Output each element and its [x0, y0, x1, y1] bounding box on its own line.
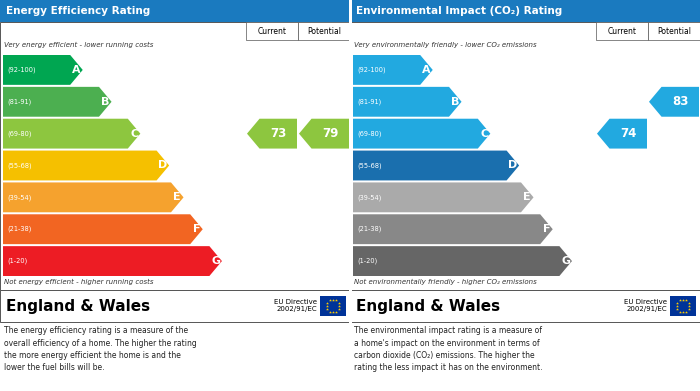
Text: (92-100): (92-100) [7, 67, 36, 73]
Text: G: G [561, 256, 570, 266]
Text: (69-80): (69-80) [7, 130, 31, 137]
Text: Potential: Potential [307, 27, 341, 36]
Text: Not energy efficient - higher running costs: Not energy efficient - higher running co… [4, 279, 153, 285]
Text: A: A [422, 65, 430, 75]
Text: (55-68): (55-68) [7, 162, 31, 169]
Text: Very energy efficient - lower running costs: Very energy efficient - lower running co… [4, 42, 153, 48]
Bar [670, 296, 696, 316]
Text: B: B [451, 97, 459, 107]
Bar [298, 22, 350, 40]
Polygon shape [353, 214, 553, 244]
Text: (39-54): (39-54) [7, 194, 31, 201]
Polygon shape [3, 55, 83, 85]
Text: C: C [130, 129, 138, 139]
Polygon shape [3, 183, 183, 212]
Bar [596, 22, 648, 40]
Bar [350, 0, 700, 22]
Bar [349, 0, 352, 391]
Bar [320, 296, 346, 316]
Text: D: D [158, 160, 167, 170]
Text: (69-80): (69-80) [357, 130, 382, 137]
Polygon shape [353, 246, 572, 276]
Text: F: F [542, 224, 550, 234]
Text: Current: Current [258, 27, 286, 36]
Text: (21-38): (21-38) [357, 226, 382, 233]
Text: Not environmentally friendly - higher CO₂ emissions: Not environmentally friendly - higher CO… [354, 279, 537, 285]
Text: D: D [508, 160, 517, 170]
Polygon shape [353, 55, 433, 85]
Text: England & Wales: England & Wales [356, 298, 500, 314]
Polygon shape [353, 183, 533, 212]
Text: Current: Current [608, 27, 636, 36]
Polygon shape [3, 119, 140, 149]
Polygon shape [3, 151, 169, 180]
Bar [350, 290, 700, 322]
Text: (81-91): (81-91) [357, 99, 382, 105]
Text: The energy efficiency rating is a measure of the
overall efficiency of a home. T: The energy efficiency rating is a measur… [4, 326, 197, 373]
Text: The environmental impact rating is a measure of
a home's impact on the environme: The environmental impact rating is a mea… [354, 326, 542, 373]
Text: C: C [480, 129, 488, 139]
Polygon shape [353, 119, 490, 149]
Text: Energy Efficiency Rating: Energy Efficiency Rating [6, 6, 150, 16]
Bar [246, 22, 298, 40]
Bar [0, 0, 350, 22]
Text: 79: 79 [322, 127, 339, 140]
Bar [648, 22, 700, 40]
Text: (21-38): (21-38) [7, 226, 31, 233]
Text: (39-54): (39-54) [357, 194, 382, 201]
Text: (1-20): (1-20) [357, 258, 377, 264]
Text: (1-20): (1-20) [7, 258, 27, 264]
Polygon shape [353, 87, 461, 117]
Text: Very environmentally friendly - lower CO₂ emissions: Very environmentally friendly - lower CO… [354, 42, 537, 48]
Polygon shape [649, 87, 699, 117]
Text: F: F [193, 224, 200, 234]
Text: A: A [72, 65, 80, 75]
Text: Potential: Potential [657, 27, 691, 36]
Text: G: G [211, 256, 220, 266]
Polygon shape [247, 119, 297, 149]
Text: E: E [174, 192, 181, 203]
Polygon shape [299, 119, 349, 149]
Text: EU Directive
2002/91/EC: EU Directive 2002/91/EC [624, 300, 667, 312]
Text: (81-91): (81-91) [7, 99, 31, 105]
Polygon shape [597, 119, 647, 149]
Bar [350, 22, 700, 290]
Bar [0, 290, 350, 322]
Text: EU Directive
2002/91/EC: EU Directive 2002/91/EC [274, 300, 317, 312]
Text: 73: 73 [270, 127, 286, 140]
Text: 74: 74 [620, 127, 636, 140]
Polygon shape [3, 214, 203, 244]
Bar [0, 22, 350, 290]
Text: 83: 83 [672, 95, 689, 108]
Text: B: B [101, 97, 109, 107]
Text: Environmental Impact (CO₂) Rating: Environmental Impact (CO₂) Rating [356, 6, 562, 16]
Text: (92-100): (92-100) [357, 67, 386, 73]
Text: E: E [524, 192, 531, 203]
Polygon shape [3, 246, 222, 276]
Text: England & Wales: England & Wales [6, 298, 150, 314]
Polygon shape [3, 87, 111, 117]
Text: (55-68): (55-68) [357, 162, 382, 169]
Polygon shape [353, 151, 519, 180]
